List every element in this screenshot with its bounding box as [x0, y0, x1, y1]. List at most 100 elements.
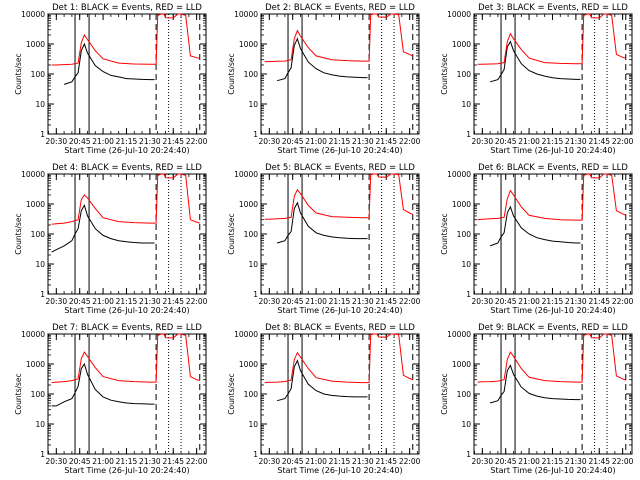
x-tick-label: 21:15: [116, 457, 138, 466]
y-tick-label: 1: [40, 130, 45, 139]
plot-frame: [473, 173, 633, 295]
y-tick-label: 1: [253, 290, 258, 299]
x-tick-label: 21:00: [305, 137, 327, 146]
panel-title: Det 3: BLACK = Events, RED = LLD: [478, 3, 628, 13]
x-tick-label: 20:30: [46, 297, 68, 306]
y-tick-label: 1000: [26, 200, 45, 209]
y-tick-label: 100: [31, 390, 46, 399]
y-tick-label: 10: [461, 260, 471, 269]
y-tick-label: 10: [35, 260, 45, 269]
plot-frame: [260, 173, 420, 295]
events-series-line: [51, 204, 155, 253]
x-tick-label: 21:45: [162, 297, 184, 306]
y-tick-label: 10000: [21, 330, 45, 339]
x-tick-label: 20:45: [282, 457, 304, 466]
panel-title: Det 1: BLACK = Events, RED = LLD: [52, 3, 202, 13]
x-tick-label: 21:45: [375, 457, 397, 466]
events-series-line: [276, 37, 368, 82]
plot-frame: [473, 333, 633, 455]
y-tick-label: 10000: [234, 170, 258, 179]
x-tick-label: 20:45: [69, 457, 91, 466]
detector-panel: Det 6: BLACK = Events, RED = LLD 1 10 100 10…: [440, 163, 634, 315]
plot-frame: [260, 333, 420, 455]
y-tick-label: 1: [253, 450, 258, 459]
y-axis-label: Counts/sec: [227, 53, 236, 94]
plot-frame: [47, 333, 207, 455]
y-tick-label: 1: [466, 290, 471, 299]
x-tick-label: 20:45: [495, 457, 517, 466]
y-tick-label: 10: [248, 100, 258, 109]
y-tick-label: 1000: [452, 200, 471, 209]
y-axis-label: Counts/sec: [440, 373, 449, 414]
panel-title: Det 8: BLACK = Events, RED = LLD: [265, 323, 415, 333]
plot-frame: [260, 13, 420, 135]
y-tick-label: 100: [31, 70, 46, 79]
x-axis-label: Start Time (26-Jul-10 20:24:40): [64, 146, 189, 155]
detector-panel: Det 2: BLACK = Events, RED = LLD 1 10 100 10…: [227, 3, 421, 155]
y-tick-label: 100: [244, 70, 259, 79]
x-tick-label: 22:00: [399, 457, 421, 466]
y-tick-label: 10: [35, 420, 45, 429]
x-axis-label: Start Time (26-Jul-10 20:24:40): [64, 306, 189, 315]
y-tick-label: 1: [466, 450, 471, 459]
y-tick-label: 10: [461, 420, 471, 429]
events-series-line: [276, 201, 368, 244]
y-tick-label: 1: [466, 130, 471, 139]
events-series-line: [51, 362, 155, 407]
y-tick-label: 100: [457, 390, 472, 399]
x-tick-label: 22:00: [612, 297, 634, 306]
y-axis-label: Counts/sec: [14, 213, 23, 254]
events-series-line: [276, 359, 368, 402]
detector-panel: Det 1: BLACK = Events, RED = LLD 1 10 100 10…: [14, 3, 208, 155]
x-tick-label: 20:45: [282, 297, 304, 306]
x-tick-label: 21:30: [139, 457, 161, 466]
x-axis-label: Start Time (26-Jul-10 20:24:40): [277, 306, 402, 315]
x-tick-label: 22:00: [612, 457, 634, 466]
x-tick-label: 21:30: [139, 137, 161, 146]
panel-title: Det 6: BLACK = Events, RED = LLD: [478, 163, 628, 173]
plot-frame: [47, 173, 207, 295]
x-tick-label: 21:00: [518, 457, 540, 466]
y-tick-label: 10000: [21, 10, 45, 19]
x-tick-label: 21:45: [162, 137, 184, 146]
lld-series-line: [51, 333, 200, 384]
x-tick-label: 21:15: [329, 457, 351, 466]
x-tick-label: 21:30: [352, 297, 374, 306]
x-tick-label: 21:00: [518, 137, 540, 146]
x-tick-label: 21:15: [329, 137, 351, 146]
y-tick-label: 10: [248, 260, 258, 269]
x-tick-label: 21:45: [588, 137, 610, 146]
x-tick-label: 21:00: [305, 297, 327, 306]
events-series-line: [489, 205, 581, 247]
x-tick-label: 21:00: [92, 297, 114, 306]
y-tick-label: 10: [35, 100, 45, 109]
x-axis-label: Start Time (26-Jul-10 20:24:40): [490, 306, 615, 315]
panel-title: Det 2: BLACK = Events, RED = LLD: [265, 3, 415, 13]
y-tick-label: 1: [40, 450, 45, 459]
lld-series-line: [477, 13, 626, 65]
x-tick-label: 20:30: [46, 137, 68, 146]
detector-panel: Det 5: BLACK = Events, RED = LLD 1 10 100 10…: [227, 163, 421, 315]
y-tick-label: 10000: [447, 170, 471, 179]
lld-series-line: [51, 13, 200, 66]
y-tick-label: 1000: [239, 40, 258, 49]
y-tick-label: 1000: [239, 360, 258, 369]
y-tick-label: 10: [248, 420, 258, 429]
x-tick-label: 21:15: [542, 297, 564, 306]
events-series-line: [63, 42, 155, 85]
lld-series-line: [264, 173, 414, 220]
x-tick-label: 20:45: [69, 297, 91, 306]
x-tick-label: 21:45: [375, 137, 397, 146]
y-axis-label: Counts/sec: [14, 373, 23, 414]
x-tick-label: 21:30: [565, 297, 587, 306]
x-tick-label: 20:30: [259, 297, 281, 306]
plot-frame: [473, 13, 633, 135]
x-tick-label: 22:00: [186, 457, 208, 466]
lld-series-line: [264, 13, 414, 63]
x-tick-label: 21:15: [542, 457, 564, 466]
lld-series-line: [264, 333, 413, 384]
panel-title: Det 7: BLACK = Events, RED = LLD: [52, 323, 202, 333]
x-tick-label: 21:30: [352, 457, 374, 466]
